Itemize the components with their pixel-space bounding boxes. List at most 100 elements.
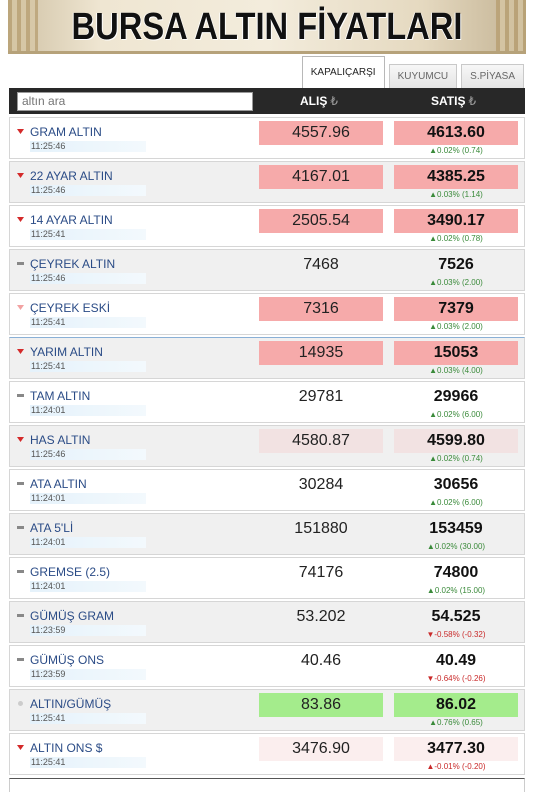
trend-flat-icon <box>17 658 24 661</box>
item-name: TAM ALTIN <box>30 389 91 403</box>
price-change: ▲0.03% (2.00) <box>429 278 483 287</box>
trend-flat-icon <box>17 526 24 529</box>
trend-down-icon <box>17 129 24 134</box>
table-row[interactable]: GÜMÜŞ ONS 11:23:59 40.46 40.49 ▼-0.64% (… <box>9 645 525 687</box>
item-time: 11:25:41 <box>30 317 146 328</box>
market-tabs: KAPALIÇARŞI KUYUMCU S.PİYASA <box>301 56 524 88</box>
item-name: GREMSE (2.5) <box>30 565 111 579</box>
trend-down-icon <box>17 173 24 178</box>
buy-price: 4167.01 <box>259 165 383 189</box>
buy-price: 7468 <box>303 256 339 273</box>
tab-serbest-piyasa[interactable]: S.PİYASA <box>461 64 524 88</box>
trend-down-icon <box>17 745 24 750</box>
buy-price: 14935 <box>259 341 383 365</box>
item-time: 11:24:01 <box>30 581 146 592</box>
lira-icon: ₺ <box>330 94 338 108</box>
buy-price: 4580.87 <box>259 429 383 453</box>
item-time: 11:25:41 <box>30 361 146 372</box>
trend-neutral-icon <box>18 701 23 706</box>
table-row[interactable]: ÇEYREK ESKİ 11:25:41 7316 7379 ▲0.03% (2… <box>9 293 525 335</box>
trend-flat-icon <box>17 614 24 617</box>
trend-flat-icon <box>17 570 24 573</box>
item-time: 11:25:46 <box>30 273 146 284</box>
item-name: HAS ALTIN <box>30 433 91 447</box>
item-name: ÇEYREK ALTIN <box>30 257 116 271</box>
buy-price: 3476.90 <box>259 737 383 761</box>
table-footer <box>9 778 525 792</box>
table-row[interactable]: GREMSE (2.5) 11:24:01 74176 74800 ▲0.02%… <box>9 557 525 599</box>
price-change: ▲0.02% (6.00) <box>429 498 483 507</box>
price-change: ▲-0.01% (-0.20) <box>426 762 486 771</box>
table-header: ALIŞ₺ SATIŞ₺ <box>9 88 525 114</box>
table-row[interactable]: ATA 5'Lİ 11:24:01 151880 153459 ▲0.02% (… <box>9 513 525 555</box>
table-row[interactable]: HAS ALTIN 11:25:46 4580.87 4599.80 ▲0.02… <box>9 425 525 467</box>
sell-price: 15053 <box>394 341 518 365</box>
buy-price: 53.202 <box>296 608 346 625</box>
price-change: ▲0.76% (0.65) <box>429 718 483 727</box>
table-row[interactable]: GÜMÜŞ GRAM 11:23:59 53.202 54.525 ▼-0.58… <box>9 601 525 643</box>
sell-price: 54.525 <box>431 608 481 625</box>
table-row[interactable]: ÇEYREK ALTIN 11:25:46 7468 7526 ▲0.03% (… <box>9 249 525 291</box>
table-row[interactable]: 22 AYAR ALTIN 11:25:46 4167.01 4385.25 ▲… <box>9 161 525 203</box>
buy-price: 2505.54 <box>259 209 383 233</box>
price-change: ▲0.03% (4.00) <box>429 366 483 375</box>
table-row[interactable]: TAM ALTIN 11:24:01 29781 29966 ▲0.02% (6… <box>9 381 525 423</box>
trend-down-icon <box>17 217 24 222</box>
sell-price: 4613.60 <box>394 121 518 145</box>
item-name: GÜMÜŞ ONS <box>30 653 105 667</box>
table-row[interactable]: ATA ALTIN 11:24:01 30284 30656 ▲0.02% (6… <box>9 469 525 511</box>
item-time: 11:25:41 <box>30 229 146 240</box>
price-change: ▼-0.64% (-0.26) <box>426 674 486 683</box>
search-input[interactable] <box>17 91 253 111</box>
sell-price: 7379 <box>394 297 518 321</box>
price-change: ▼-0.58% (-0.32) <box>426 630 486 639</box>
tab-kapalicarsi[interactable]: KAPALIÇARŞI <box>301 56 385 88</box>
item-name: 22 AYAR ALTIN <box>30 169 113 183</box>
sell-price: 40.49 <box>435 652 477 669</box>
buy-price: 40.46 <box>300 652 342 669</box>
price-change: ▲0.03% (1.14) <box>429 190 483 199</box>
item-name: ATA ALTIN <box>30 477 87 491</box>
price-change: ▲0.02% (15.00) <box>426 586 486 595</box>
trend-down-icon <box>17 437 24 442</box>
buy-price: 83.86 <box>259 693 383 717</box>
item-time: 11:23:59 <box>30 625 146 636</box>
tab-kuyumcu[interactable]: KUYUMCU <box>388 64 458 88</box>
buy-price: 74176 <box>298 564 344 581</box>
item-name: ALTIN ONS $ <box>30 741 103 755</box>
item-time: 11:25:46 <box>30 141 146 152</box>
sell-price: 3490.17 <box>394 209 518 233</box>
buy-header-label: ALIŞ <box>300 94 328 108</box>
item-name: ATA 5'Lİ <box>30 521 74 535</box>
buy-column-header: ALIŞ ₺ <box>300 88 338 114</box>
page-title: BURSA ALTIN FİYATLARI <box>71 6 463 48</box>
price-change: ▲0.02% (0.74) <box>429 454 483 463</box>
table-row[interactable]: ALTIN/GÜMÜŞ 11:25:41 83.86 86.02 ▲0.76% … <box>9 689 525 731</box>
item-name: ALTIN/GÜMÜŞ <box>30 697 112 711</box>
table-row[interactable]: 14 AYAR ALTIN 11:25:41 2505.54 3490.17 ▲… <box>9 205 525 247</box>
item-name: GRAM ALTIN <box>30 125 102 139</box>
item-name: GÜMÜŞ GRAM <box>30 609 114 623</box>
item-name: YARIM ALTIN <box>30 345 103 359</box>
item-name: ÇEYREK ESKİ <box>30 301 111 315</box>
sell-price: 3477.30 <box>394 737 518 761</box>
item-time: 11:24:01 <box>30 493 146 504</box>
sell-header-label: SATIŞ <box>431 94 466 108</box>
buy-price: 30284 <box>298 476 344 493</box>
price-change: ▲0.02% (0.74) <box>429 146 483 155</box>
table-row[interactable]: GRAM ALTIN 11:25:46 4557.96 4613.60 ▲0.0… <box>9 117 525 159</box>
buy-price: 4557.96 <box>259 121 383 145</box>
sell-column-header: SATIŞ ₺ <box>431 88 476 114</box>
buy-price: 151880 <box>294 520 348 537</box>
sell-price: 7526 <box>438 256 474 273</box>
header-banner: BURSA ALTIN FİYATLARI <box>8 0 526 54</box>
sell-price: 4599.80 <box>394 429 518 453</box>
buy-price: 7316 <box>259 297 383 321</box>
price-change: ▲0.02% (0.78) <box>429 234 483 243</box>
trend-flat-icon <box>17 394 24 397</box>
price-change: ▲0.03% (2.00) <box>429 322 483 331</box>
table-row[interactable]: YARIM ALTIN 11:25:41 14935 15053 ▲0.03% … <box>9 337 525 379</box>
table-row[interactable]: ALTIN ONS $ 11:25:41 3476.90 3477.30 ▲-0… <box>9 733 525 775</box>
trend-flat-icon <box>17 262 24 265</box>
sell-price: 74800 <box>433 564 479 581</box>
